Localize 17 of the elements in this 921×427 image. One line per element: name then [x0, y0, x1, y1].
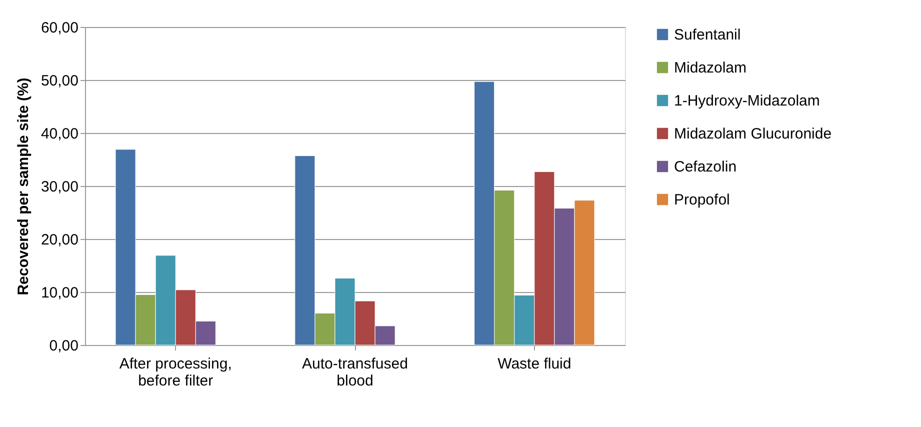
x-tick-label: Auto-transfused blood [302, 356, 408, 390]
y-tick-label: 0,00 [49, 338, 78, 354]
legend-label: 1-Hydroxy-Midazolam [674, 92, 820, 110]
y-tick-label: 20,00 [40, 232, 78, 248]
y-tick-label: 50,00 [40, 72, 78, 90]
x-tick-label: Waste fluid [498, 356, 572, 372]
y-tick-label: 10,00 [40, 284, 78, 302]
legend-label: Cefazolin [674, 158, 737, 176]
y-tick-label: 30,00 [40, 178, 78, 196]
legend-label: Propofol [674, 192, 730, 208]
y-tick-label: 40,00 [40, 126, 78, 142]
y-axis-title: Recovered per sample site (%) [14, 78, 32, 296]
y-tick-label: 60,00 [40, 20, 78, 36]
legend-label: Sufentanil [674, 26, 741, 44]
x-tick-label: After processing, before filter [119, 356, 232, 390]
legend-label: Midazolam Glucuronide [674, 126, 832, 142]
legend-label: Midazolam [674, 60, 747, 76]
